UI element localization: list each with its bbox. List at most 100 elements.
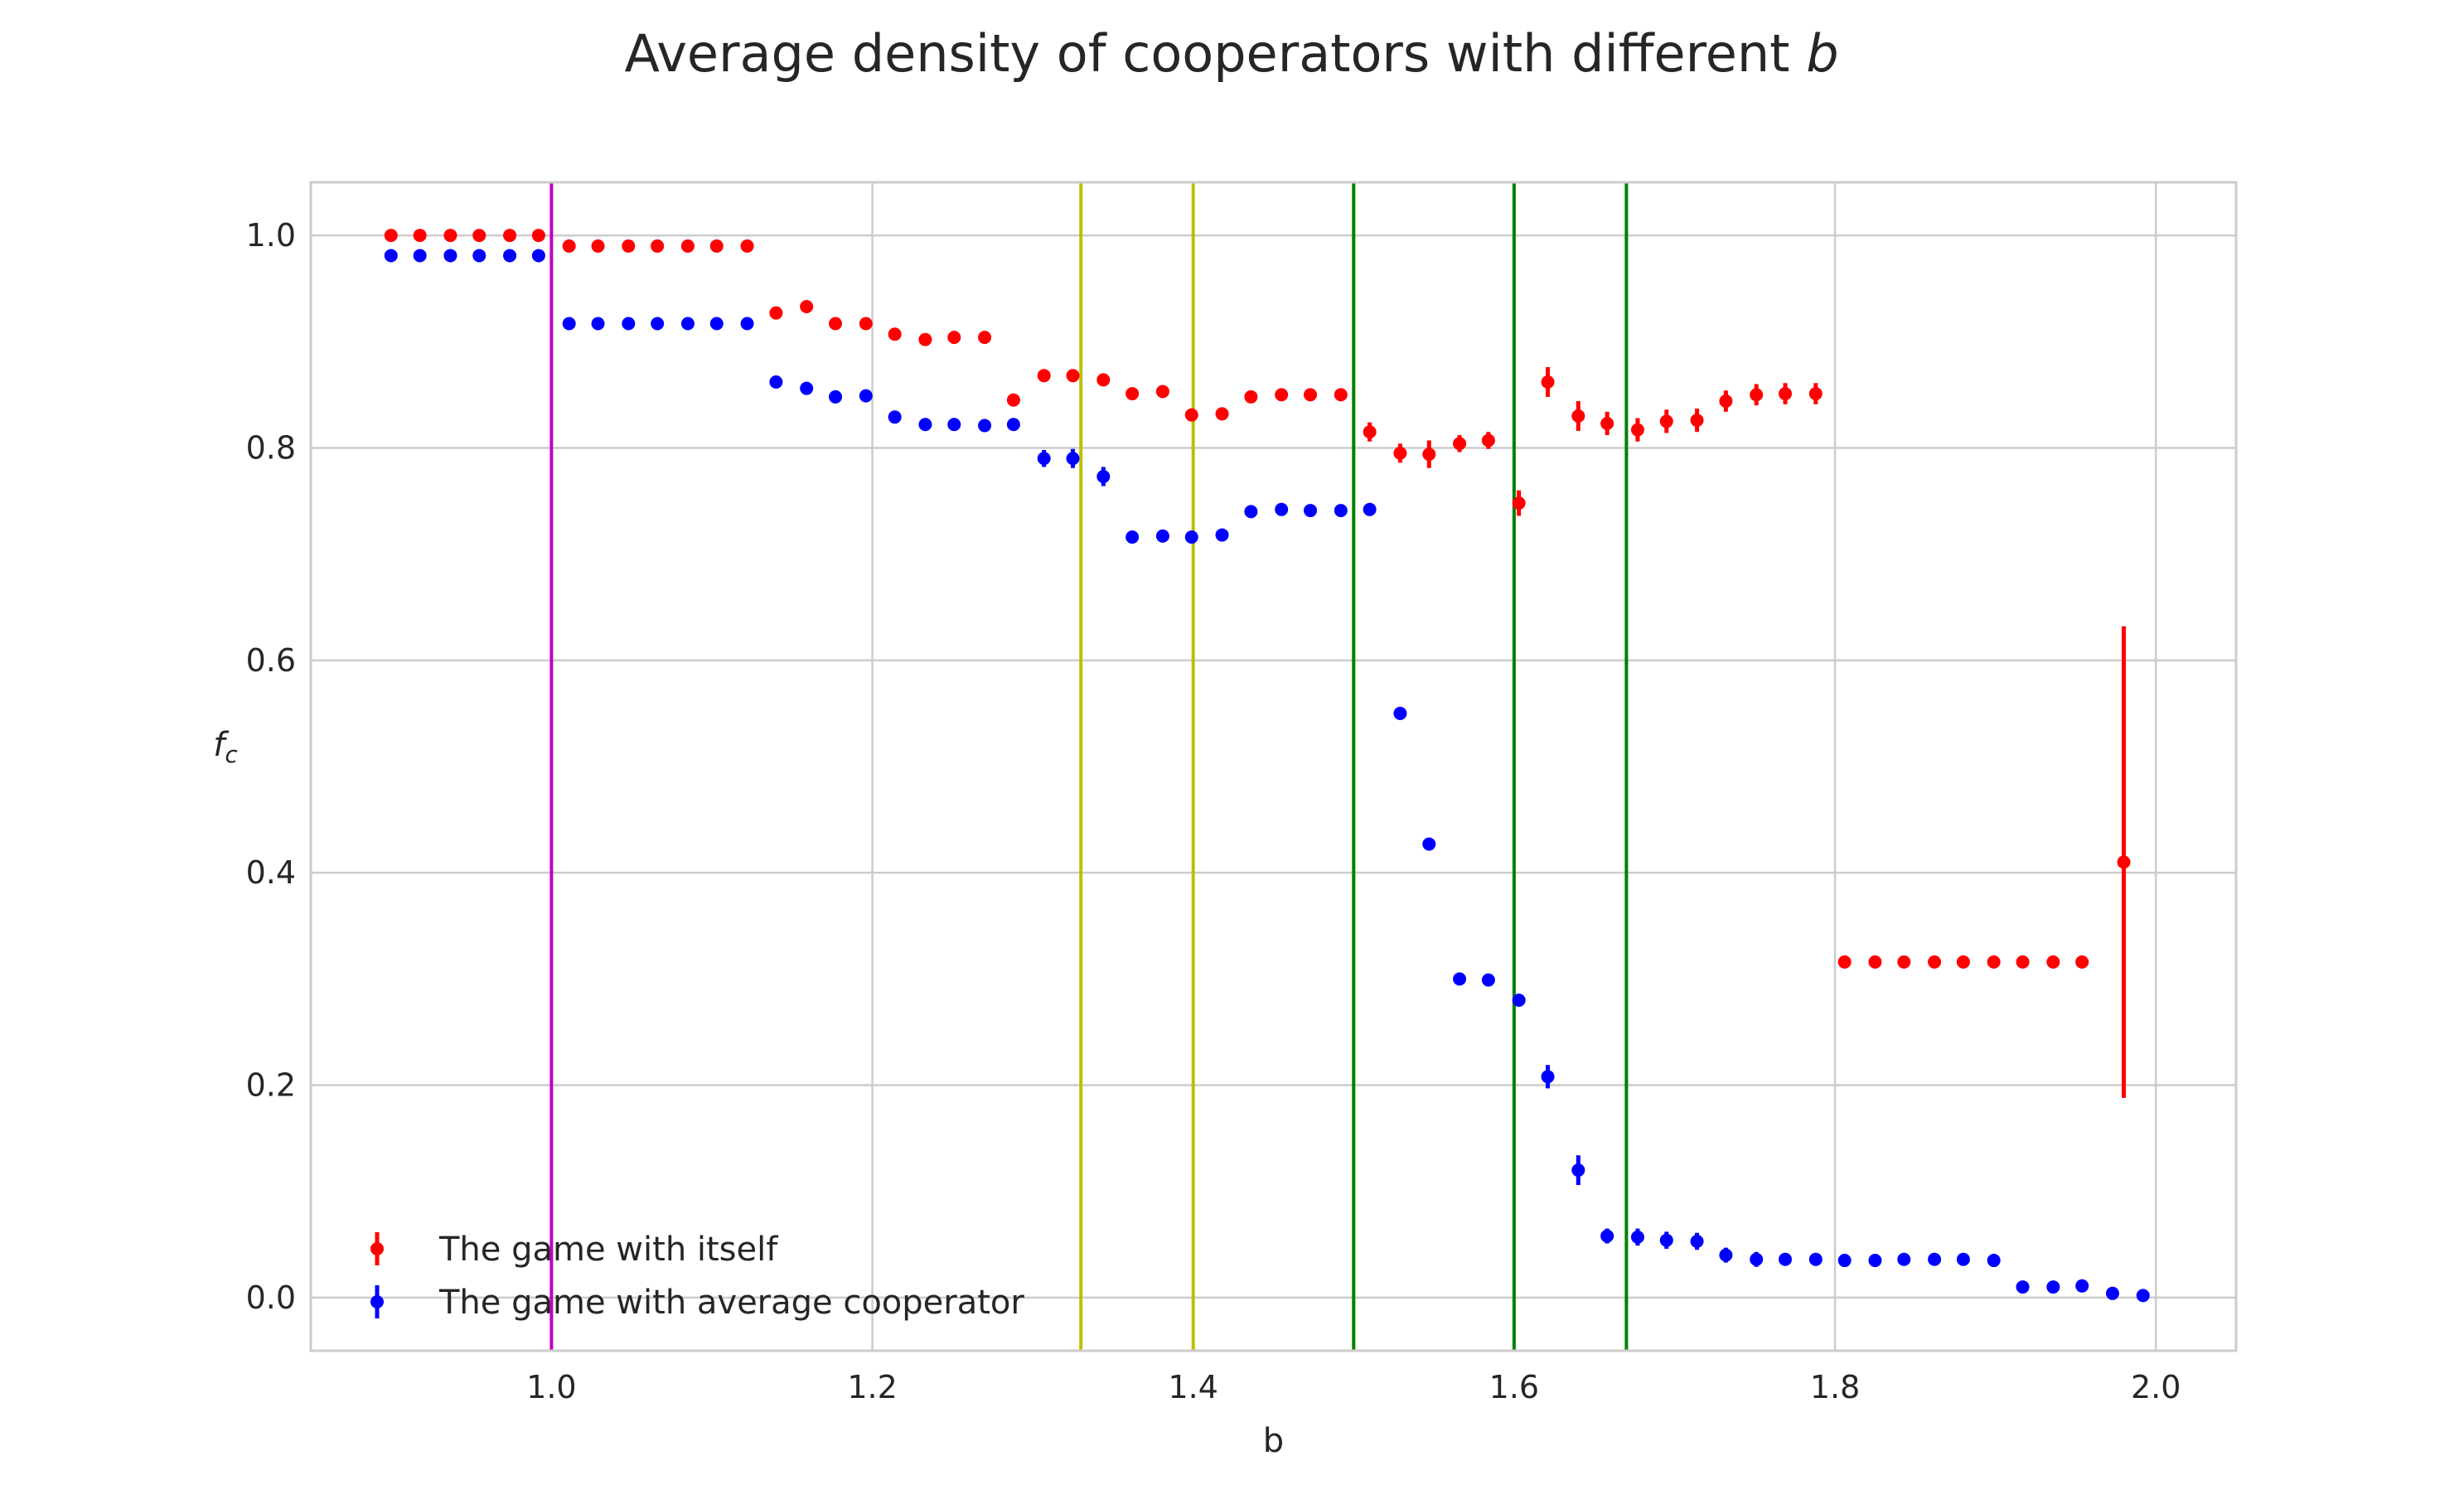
y-tick-label: 0.8 [246, 429, 296, 466]
data-point [1304, 504, 1318, 518]
data-point [1184, 408, 1198, 422]
data-point [740, 317, 754, 331]
data-point [1956, 1252, 1970, 1266]
data-point [2075, 1279, 2089, 1293]
data-point [918, 332, 932, 346]
data-point [1096, 373, 1111, 387]
data-point [651, 239, 665, 253]
legend-marker [370, 1295, 384, 1308]
data-point [1422, 447, 1436, 462]
data-point [769, 375, 783, 389]
data-point [1956, 955, 1970, 969]
data-point [591, 239, 605, 253]
data-point [1750, 388, 1764, 402]
data-point [1897, 955, 1911, 969]
data-point [1571, 409, 1585, 423]
data-point [1719, 1248, 1733, 1262]
tick-labels-layer: 1.0 1.2 1.4 1.6 1.8 2.0 0.0 0.2 0.4 0.6 0.8 1.0 [246, 217, 2181, 1405]
legend-label: The game with average cooperator [438, 1284, 1024, 1322]
data-point [829, 317, 843, 331]
data-point [1334, 504, 1348, 518]
y-tick-label: 0.0 [246, 1279, 296, 1316]
data-point [531, 229, 545, 243]
data-point [1541, 375, 1555, 389]
data-point [1184, 530, 1198, 544]
x-tick-label: 1.0 [526, 1369, 576, 1405]
data-point [888, 410, 902, 424]
data-point [1512, 994, 1526, 1007]
data-point [800, 381, 814, 395]
data-point [1334, 388, 1348, 402]
data-point [1126, 530, 1140, 544]
data-point [384, 229, 398, 243]
data-point [2016, 955, 2030, 969]
data-point [1987, 1254, 2001, 1268]
data-point [1719, 394, 1733, 409]
data-point [1363, 425, 1377, 439]
data-point [859, 389, 873, 403]
data-point [1897, 1252, 1911, 1266]
data-point [1659, 1233, 1673, 1247]
data-point [740, 239, 754, 253]
data-point [680, 317, 695, 331]
data-point [947, 331, 961, 345]
data-point [384, 249, 398, 263]
data-point [1541, 1070, 1555, 1084]
y-tick-label: 0.2 [246, 1067, 296, 1104]
data-point [443, 249, 457, 263]
data-point [503, 249, 517, 263]
data-point [1808, 387, 1823, 401]
y-axis-label-sub: c [225, 741, 238, 768]
data-point [1453, 437, 1467, 451]
data-point [1779, 387, 1793, 401]
y-tick-label: 0.4 [246, 854, 296, 891]
data-point [2117, 855, 2131, 869]
data-point [1006, 393, 1020, 407]
data-point [651, 317, 665, 331]
data-point [1600, 1229, 1614, 1243]
data-point [1837, 1254, 1852, 1268]
chart-title-italic: b [1806, 23, 1838, 84]
x-tick-label: 1.6 [1489, 1369, 1539, 1405]
data-point [1037, 369, 1051, 383]
data-point [918, 418, 932, 432]
data-point [1304, 388, 1318, 402]
chart-title: Average density of cooperators with diff… [624, 23, 1838, 84]
data-point [443, 229, 457, 243]
data-point [1037, 452, 1051, 466]
data-point [800, 299, 814, 313]
y-axis-label: fc [213, 726, 238, 768]
chart-title-text: Average density of cooperators with diff… [624, 23, 1806, 84]
legend: The game with itself The game with averag… [370, 1231, 1024, 1322]
legend-label: The game with itself [438, 1231, 778, 1269]
data-point [2046, 1280, 2060, 1294]
data-point [1244, 389, 1258, 404]
vertical-lines-layer [549, 182, 1629, 1351]
data-point [1630, 423, 1644, 437]
data-point [2105, 1286, 2119, 1300]
data-point [1779, 1252, 1793, 1266]
series-group [384, 249, 2150, 1303]
data-point [1987, 955, 2001, 969]
data-point [947, 418, 961, 432]
data-point [709, 317, 724, 331]
plot-frame [309, 181, 2238, 1352]
data-point [1481, 433, 1495, 447]
data-point [1006, 418, 1020, 432]
data-layer [384, 229, 2150, 1303]
data-point [1126, 387, 1140, 401]
data-point [1066, 369, 1080, 383]
data-point [2075, 955, 2089, 969]
data-point [1096, 470, 1111, 484]
data-point [1393, 706, 1407, 720]
data-point [472, 249, 487, 263]
data-point [562, 317, 576, 331]
data-point [1393, 446, 1407, 460]
data-point [1512, 496, 1526, 510]
data-point [1422, 837, 1436, 851]
data-point [622, 239, 636, 253]
x-axis-label: b [1263, 1422, 1284, 1460]
data-point [1630, 1230, 1644, 1244]
data-point [413, 229, 427, 243]
data-point [1453, 972, 1467, 986]
